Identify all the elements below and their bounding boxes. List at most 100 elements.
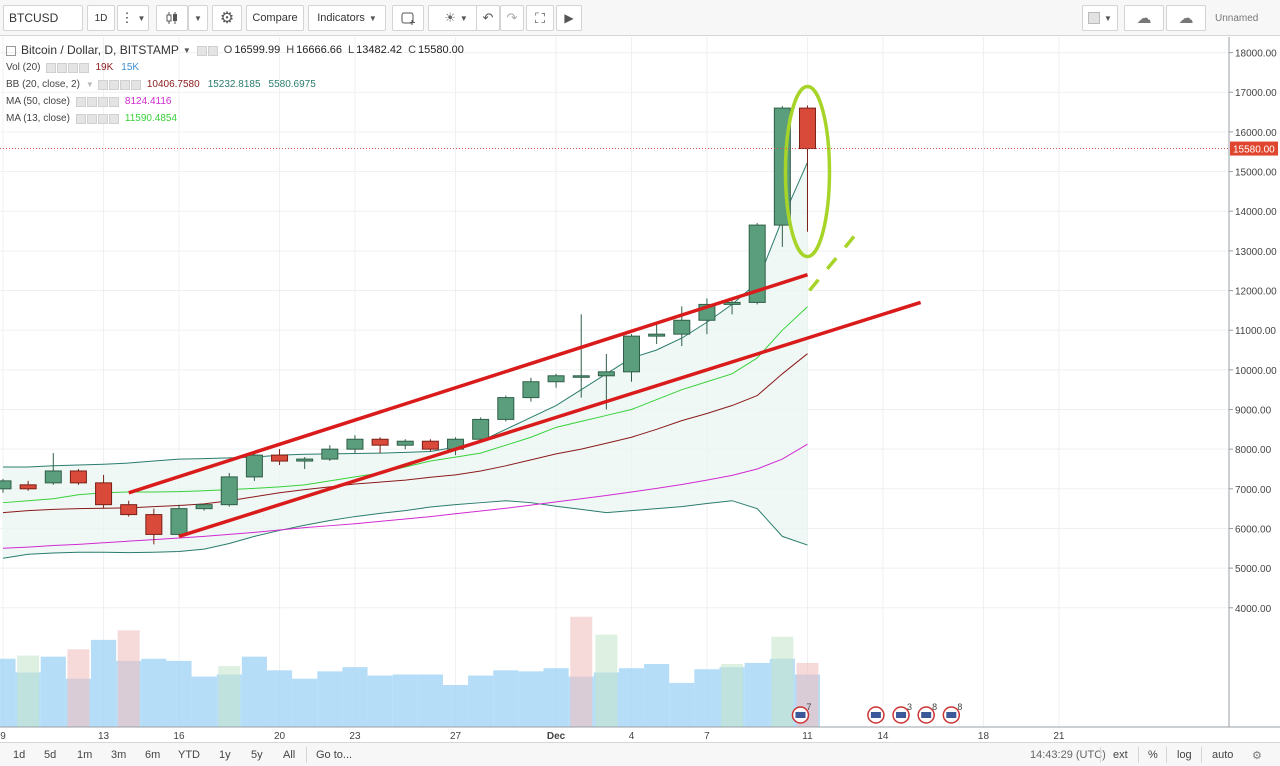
candle-body [547, 375, 565, 383]
redo-button[interactable]: ↷ [500, 5, 524, 31]
chart-style-menu[interactable]: ▼ [188, 5, 208, 31]
range-1y[interactable]: 1y [219, 749, 231, 761]
chevron-down-icon[interactable]: ▼ [85, 80, 94, 89]
close-icon[interactable] [79, 62, 90, 73]
chart-area[interactable]: 7 3 8 8 4000.00 5000.00 6000.00 7000.00 8000.00 9… [0, 37, 1280, 742]
fullscreen-button[interactable]: ⛶ [526, 5, 554, 31]
gear-icon[interactable] [86, 113, 97, 124]
legend-ma50: MA (50, close) 8124.4116 [6, 93, 464, 110]
compare-button[interactable]: Compare [246, 5, 304, 31]
legend-controls[interactable] [97, 79, 141, 90]
close-icon[interactable] [108, 113, 119, 124]
auto-toggle[interactable]: auto [1212, 749, 1234, 761]
price-tick-label: 11000.00 [1235, 326, 1276, 337]
eye-icon[interactable] [196, 45, 207, 56]
volume-bar [141, 658, 167, 727]
volume-bar [771, 636, 794, 727]
bb-name: BB (20, close, 2) [6, 79, 80, 90]
legend-title: Bitcoin / Dollar, D, BITSTAMP [21, 43, 179, 57]
alarm-clock-icon [401, 12, 415, 25]
price-tick-label: 18000.00 [1235, 49, 1277, 60]
settings-button[interactable]: ⚙ [212, 5, 242, 31]
range-3m[interactable]: 3m [111, 749, 127, 761]
candlestick-chart[interactable]: 7 3 8 8 4000.00 5000.00 6000.00 7000.00 8000.00 9… [0, 37, 1280, 742]
range-6m[interactable]: 6m [145, 749, 161, 761]
gear-icon[interactable]: ⚙ [1252, 749, 1262, 762]
range-all[interactable]: All [283, 749, 296, 761]
undo-button[interactable]: ↶ [476, 5, 500, 31]
save-layout-button[interactable]: ☁ [1166, 5, 1206, 31]
redo-icon: ↷ [506, 10, 518, 25]
volume-bar [417, 674, 443, 727]
candle-body [723, 301, 741, 305]
interval-button[interactable]: 1D [87, 5, 115, 31]
divider [1138, 747, 1139, 763]
event-count-label: 8 [957, 702, 962, 712]
expand-icon: ⛶ [535, 9, 545, 26]
event-count-label: 7 [806, 702, 811, 712]
layout-name-button[interactable]: Unnamed [1208, 5, 1280, 31]
eye-icon[interactable] [46, 62, 57, 73]
alert-button[interactable] [392, 5, 424, 31]
legend-controls[interactable] [75, 113, 119, 124]
chevron-down-icon: ▼ [459, 13, 468, 23]
ma50-value: 8124.4116 [124, 96, 172, 107]
range-5y[interactable]: 5y [251, 749, 263, 761]
eye-icon[interactable] [75, 96, 86, 107]
range-1m[interactable]: 1m [77, 749, 93, 761]
theme-button[interactable]: ☀ ▼ [428, 5, 484, 31]
log-toggle[interactable]: log [1177, 749, 1192, 761]
eye-icon[interactable] [97, 79, 108, 90]
legend-bb: BB (20, close, 2) ▼ 10406.7580 15232.818… [6, 76, 464, 93]
volume-bar [595, 634, 618, 727]
compare-label: Compare [252, 12, 298, 24]
price-tick-label: 6000.00 [1235, 524, 1272, 535]
indicators-button[interactable]: Indicators ▼ [308, 5, 386, 31]
interval-menu-button[interactable]: ⋮ ▼ [117, 5, 149, 31]
volume-bar [241, 656, 267, 727]
eye-icon[interactable] [75, 113, 86, 124]
goto-button[interactable]: Go to... [316, 749, 353, 761]
gear-icon[interactable] [207, 45, 218, 56]
gear-icon[interactable] [108, 79, 119, 90]
legend-controls[interactable] [75, 96, 119, 107]
candle-body [195, 504, 213, 510]
open-label: O [223, 44, 233, 56]
range-ytd[interactable]: YTD [178, 749, 200, 761]
replay-button[interactable]: ▶ [556, 5, 582, 31]
chevron-down-icon: ▼ [1104, 13, 1112, 23]
layout-button[interactable]: ▼ [1082, 5, 1118, 31]
volume-bar [17, 655, 40, 727]
range-5d[interactable]: 5d [44, 749, 57, 761]
gear-icon[interactable] [57, 62, 68, 73]
load-layout-button[interactable]: ☁ [1124, 5, 1164, 31]
highlight-ellipse [783, 84, 832, 259]
price-tick-label: 5000.00 [1235, 564, 1272, 575]
legend-controls[interactable] [46, 62, 90, 73]
legend-controls[interactable] [196, 45, 218, 56]
percent-toggle[interactable]: % [1148, 749, 1158, 761]
open-value: 16599.99 [234, 44, 281, 56]
range-1d[interactable]: 1d [13, 749, 26, 761]
ma50-line [2, 443, 808, 549]
candle-body [245, 454, 263, 478]
close-icon[interactable] [130, 79, 141, 90]
candle-body [69, 470, 87, 484]
symbol-search-input[interactable]: BTCUSD [3, 5, 83, 31]
plus-icon[interactable] [119, 79, 130, 90]
plus-icon[interactable] [97, 96, 108, 107]
price-tick-label: 16000.00 [1235, 128, 1277, 139]
plus-icon[interactable] [97, 113, 108, 124]
close-label: C [408, 44, 417, 56]
chevron-down-icon[interactable]: ▼ [182, 46, 191, 55]
top-toolbar: BTCUSD 1D ⋮ ▼ ▼ ⚙ Compare Indicators ▼ ☀… [0, 0, 1280, 36]
close-icon[interactable] [108, 96, 119, 107]
chart-style-button[interactable] [156, 5, 188, 31]
bb-upper-line [3, 162, 808, 468]
ext-toggle[interactable]: ext [1113, 749, 1128, 761]
last-price-label: 15580.00 [1233, 145, 1275, 156]
gear-icon[interactable] [86, 96, 97, 107]
volume-bar [618, 668, 645, 727]
event-flag-icon [870, 712, 881, 718]
plus-icon[interactable] [68, 62, 79, 73]
